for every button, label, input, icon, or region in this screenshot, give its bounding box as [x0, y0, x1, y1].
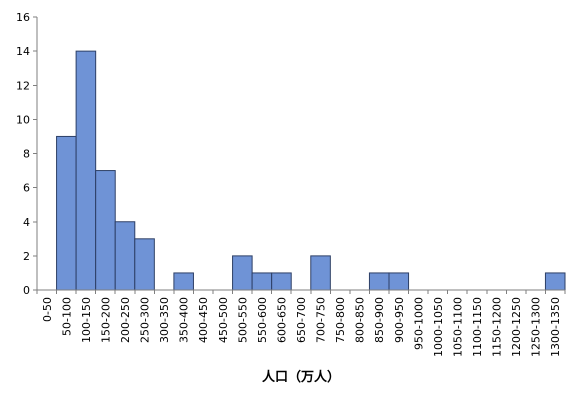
x-tick-label: 300-350: [158, 297, 171, 343]
x-tick-label: 550-600: [256, 297, 269, 343]
x-tick-label: 800-850: [354, 297, 367, 343]
bar-150-200: [95, 170, 116, 291]
bar-850-900: [368, 272, 390, 291]
x-tick-label: 1250-1300: [530, 297, 543, 357]
x-tick-label: 950-1000: [412, 297, 425, 350]
bar-250-300: [134, 238, 155, 291]
x-tick-label: 1300-1350: [549, 297, 562, 357]
y-tick-label: 6: [23, 182, 30, 195]
x-tick-labels: 0-50 50-100 100-150 150-200 200-250 250-300 30…: [41, 297, 562, 357]
bar-50-100: [56, 135, 77, 291]
x-tick-label: 600-650: [275, 297, 288, 343]
bar-550-600: [251, 272, 273, 291]
y-tick-labels: 0 2 4 6 8 10 12 14 16: [16, 11, 30, 297]
x-tick-label: 250-300: [139, 297, 152, 343]
x-tick-label: 900-950: [393, 297, 406, 343]
x-tick-label: 350-400: [178, 297, 191, 343]
x-tick-label: 750-800: [334, 297, 347, 343]
x-tick-label: 1000-1050: [432, 297, 445, 357]
bar-500-550: [232, 255, 253, 291]
x-axis-label: 人口（万人）: [262, 369, 340, 385]
x-tick-label: 400-450: [197, 297, 210, 343]
y-tick-label: 8: [23, 148, 30, 161]
bars-group: [56, 50, 566, 291]
y-tick-label: 14: [16, 45, 30, 58]
y-tick-label: 12: [16, 79, 30, 92]
x-tick-label: 1100-1150: [471, 297, 484, 357]
y-tick-label: 2: [23, 250, 30, 263]
bar-900-950: [388, 272, 410, 291]
y-tick-label: 0: [23, 284, 30, 297]
x-tick-label: 50-100: [60, 297, 73, 336]
x-tick-label: 850-900: [373, 297, 386, 343]
x-tick-label: 1050-1100: [451, 297, 464, 357]
x-tick-label: 700-750: [315, 297, 328, 343]
bar-200-250: [114, 221, 136, 291]
x-tick-label: 1150-1200: [491, 297, 504, 357]
bar-700-750: [310, 255, 331, 291]
y-tick-label: 10: [16, 113, 30, 126]
bar-600-650: [271, 272, 292, 291]
axes-group: [33, 16, 566, 294]
y-tick-label: 16: [16, 11, 30, 24]
x-tick-label: 500-550: [236, 297, 249, 343]
x-tick-label: 650-700: [295, 297, 308, 343]
x-tick-label: 0-50: [41, 297, 54, 322]
x-tick-label: 450-500: [217, 297, 230, 343]
x-tick-label: 1200-1250: [510, 297, 523, 357]
bar-1300-1350: [544, 272, 566, 291]
x-tick-label: 150-200: [99, 297, 112, 343]
x-tick-label: 100-150: [80, 297, 93, 343]
y-tick-label: 4: [23, 216, 30, 229]
bar-350-400: [173, 272, 194, 291]
bar-100-150: [75, 50, 97, 291]
x-tick-label: 200-250: [119, 297, 132, 343]
